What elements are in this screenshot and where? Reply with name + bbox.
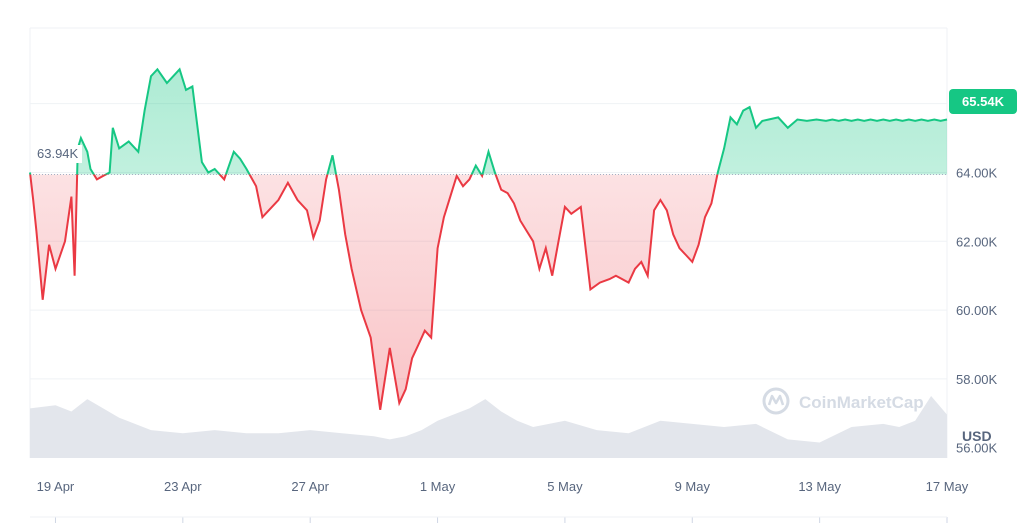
baseline-value-label: 63.94K [33, 145, 83, 163]
x-tick-label: 17 May [926, 479, 969, 494]
y-tick-label: 58.00K [956, 372, 998, 387]
price-line-above-baseline[interactable] [29, 67, 948, 410]
y-tick-label: 60.00K [956, 303, 998, 318]
currency-label: USD [962, 428, 992, 444]
x-axis: 19 Apr 23 Apr 27 Apr 1 May 5 May 9 May 13 May 1… [30, 479, 969, 523]
y-tick-label: 62.00K [956, 234, 998, 249]
y-tick-label: 64.00K [956, 165, 998, 180]
y-tick-label: 56.00K [956, 441, 998, 456]
watermark-text: CoinMarketCap [799, 393, 924, 412]
x-tick-label: 9 May [675, 479, 711, 494]
x-tick-label: 5 May [547, 479, 583, 494]
coinmarketcap-logo-icon [762, 387, 790, 415]
watermark: CoinMarketCap [762, 387, 924, 415]
x-tick-label: 19 Apr [37, 479, 75, 494]
x-tick-label: 23 Apr [164, 479, 202, 494]
area-below-baseline [30, 174, 718, 410]
x-tick-label: 1 May [420, 479, 456, 494]
x-tick-label: 13 May [798, 479, 841, 494]
volume-area [30, 396, 947, 458]
x-tick-label: 27 Apr [291, 479, 329, 494]
current-price-tag: 65.54K [949, 89, 1017, 114]
